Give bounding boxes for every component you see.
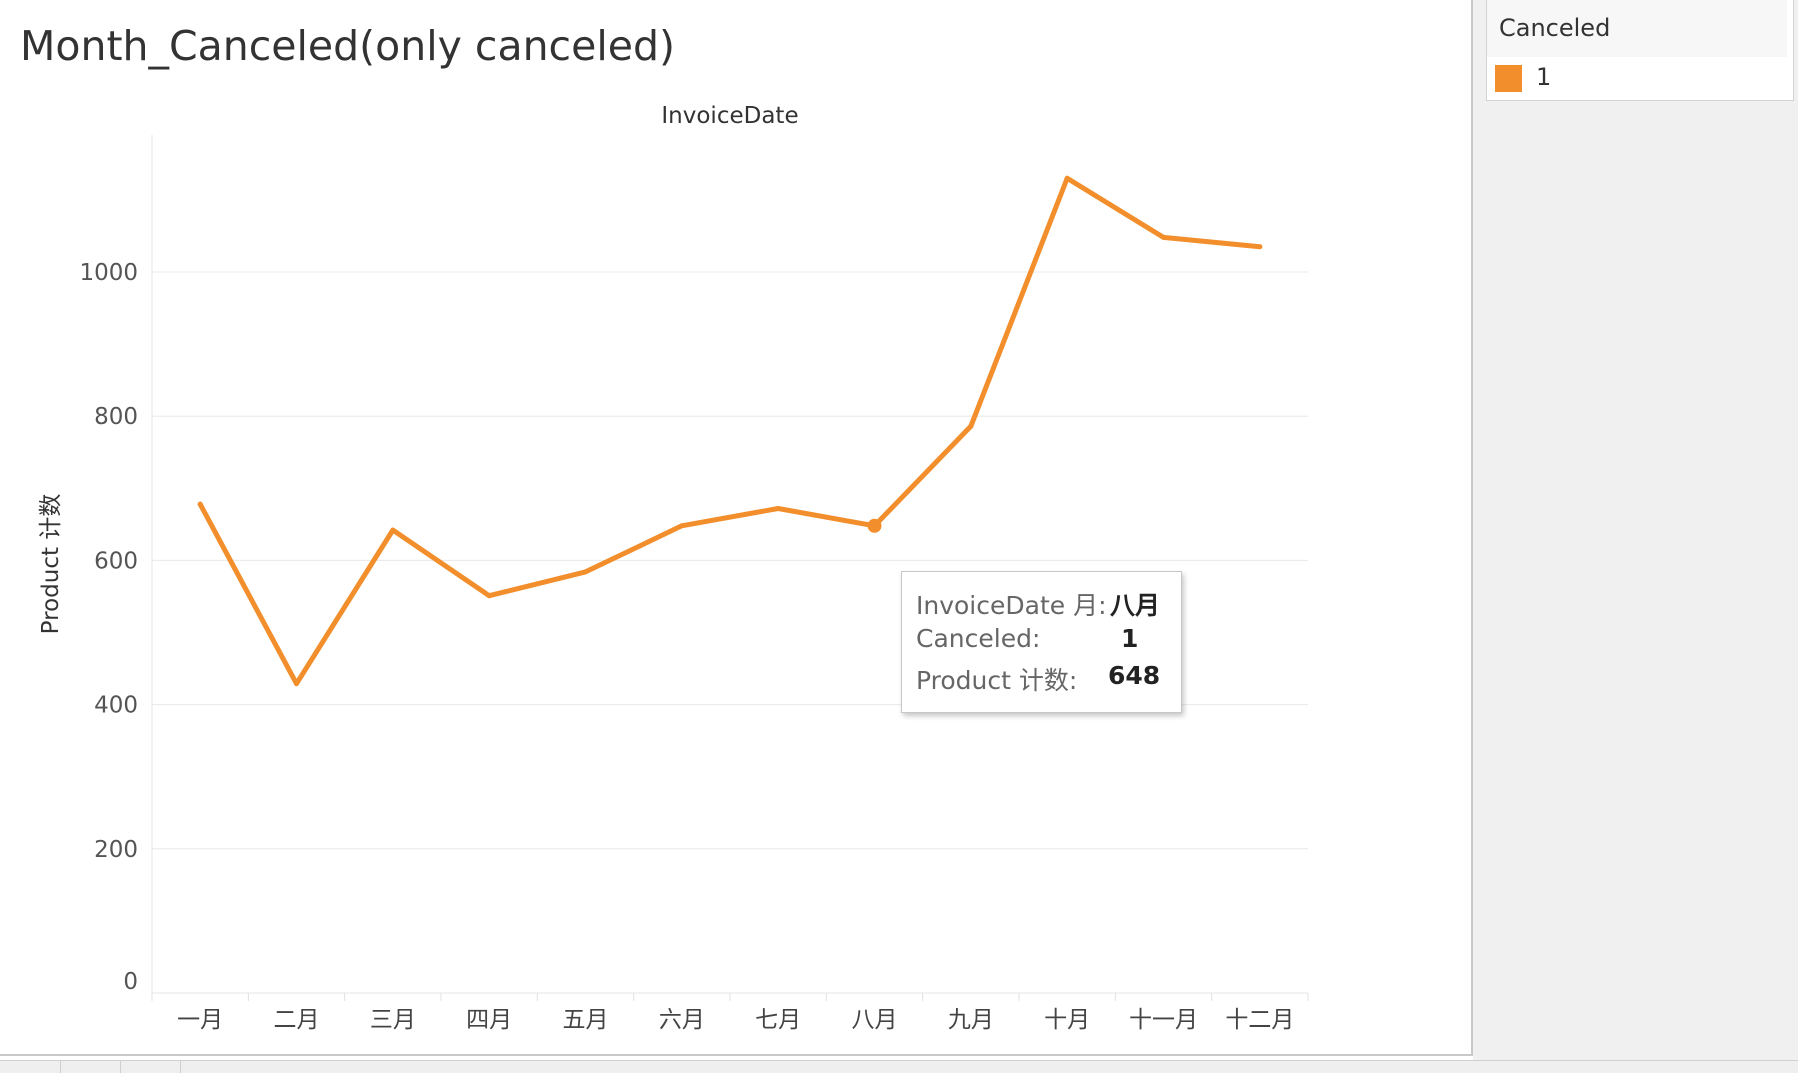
series-line: [197, 175, 1263, 687]
x-tick-label: 一月: [177, 1007, 223, 1033]
x-tick-label: 十月: [1044, 1007, 1090, 1033]
y-tick-label: 600: [94, 548, 138, 574]
tooltip-value: 八月: [1110, 591, 1161, 620]
tooltip-key: Product 计数:: [916, 666, 1078, 695]
data-point: [775, 505, 781, 511]
data-point: [1064, 175, 1070, 181]
y-axis-label: Product 计数: [38, 494, 64, 635]
tooltip-key: InvoiceDate 月:: [916, 591, 1107, 620]
x-tick-label: 七月: [755, 1007, 801, 1033]
sheet-tab-strip: [0, 1060, 1798, 1073]
y-tick-label: 200: [94, 837, 138, 863]
data-tooltip: InvoiceDate 月: 八月 Canceled: 1 Product 计数…: [901, 571, 1182, 713]
worksheet-view: Month_Canceled(only canceled) InvoiceDat…: [0, 0, 1473, 1056]
y-tick-label: 0: [123, 969, 138, 995]
x-tick-label: 六月: [659, 1007, 705, 1033]
tooltip-key: Canceled:: [916, 624, 1041, 653]
x-tick-label: 三月: [370, 1007, 416, 1033]
legend-swatch: [1495, 65, 1522, 92]
data-point: [679, 523, 685, 529]
sheet-title: Month_Canceled(only canceled): [20, 22, 675, 70]
data-point: [1257, 244, 1263, 250]
sheet-tab[interactable]: [0, 1061, 61, 1073]
highlighted-point: [867, 518, 882, 533]
data-point: [294, 681, 299, 687]
x-tick-label: 八月: [852, 1007, 898, 1033]
color-legend: Canceled 1: [1486, 0, 1794, 101]
data-point: [486, 593, 492, 599]
y-tick-label: 1000: [79, 260, 138, 286]
sheet-tab[interactable]: [60, 1061, 121, 1073]
y-tick-label: 800: [94, 404, 138, 430]
tooltip-value: 1: [1121, 624, 1139, 653]
legend-title: Canceled: [1487, 0, 1787, 57]
data-point: [197, 501, 203, 507]
x-tick-label: 五月: [563, 1007, 609, 1033]
x-tick-label: 十一月: [1129, 1007, 1198, 1033]
y-tick-label: 400: [94, 693, 138, 719]
side-pane: Canceled 1: [1473, 0, 1798, 1072]
x-tick-label: 二月: [274, 1007, 320, 1033]
x-tick-label: 四月: [466, 1007, 512, 1033]
legend-item[interactable]: 1: [1487, 60, 1793, 98]
data-point: [583, 569, 588, 575]
x-tick-label: 十二月: [1225, 1007, 1294, 1033]
data-point: [968, 423, 974, 429]
data-point: [390, 527, 396, 533]
sheet-tab[interactable]: [120, 1061, 181, 1073]
line-chart: InvoiceDate Product 计数 0 200 400 600 800 1000 一月…: [38, 103, 1309, 1033]
x-tick-label: 九月: [948, 1007, 994, 1033]
chart-title: InvoiceDate: [661, 103, 798, 129]
data-point: [1161, 234, 1166, 240]
tooltip-value: 648: [1108, 661, 1161, 690]
legend-label: 1: [1536, 63, 1552, 91]
